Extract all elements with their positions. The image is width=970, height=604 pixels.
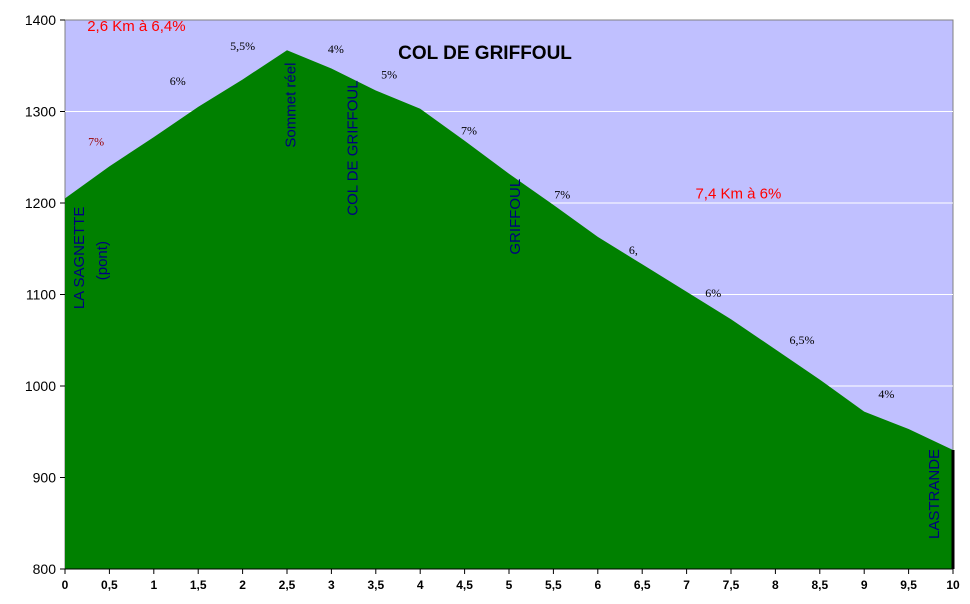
summary-label: 7,4 Km à 6% xyxy=(695,185,781,202)
x-tick-label: 7 xyxy=(683,578,690,592)
y-tick-label: 1400 xyxy=(25,12,56,28)
gradient-label: 4% xyxy=(328,42,344,56)
place-label: LA SAGNETTE xyxy=(71,207,88,310)
y-tick-label: 1100 xyxy=(26,287,56,303)
x-tick-label: 2,5 xyxy=(279,578,296,592)
place-labels: LA SAGNETTE (pont) Sommet réel COL DE GRIFF… xyxy=(71,63,943,539)
x-tick-label: 10 xyxy=(946,578,960,592)
x-tick-label: 3,5 xyxy=(367,578,384,592)
summary-labels: 2,6 Km à 6,4% 7,4 Km à 6% xyxy=(87,18,781,202)
x-tick-label: 4,5 xyxy=(456,578,473,592)
x-tick-label: 5 xyxy=(506,578,513,592)
place-label: COL DE GRIFFOUL xyxy=(345,80,362,215)
y-tick-label: 1200 xyxy=(25,195,56,211)
place-label: Sommet réel xyxy=(282,63,299,148)
elevation-area xyxy=(65,50,953,569)
gradient-label: 6,5% xyxy=(790,333,815,347)
x-tick-label: 0,5 xyxy=(101,578,118,592)
gradient-label: 6, xyxy=(629,243,638,257)
gradient-label: 5,5% xyxy=(230,39,255,53)
place-label: LASTRANDE xyxy=(926,449,943,539)
x-tick-label: 6 xyxy=(594,578,601,592)
gradient-label: 5% xyxy=(381,68,397,82)
summary-label: 2,6 Km à 6,4% xyxy=(87,18,185,35)
x-axis-ticks: 0 0,5 1 1,5 2 2,5 3 3,5 4 4,5 5 5,5 6 6,5 7 7,5 8 8,5 9 9,5… xyxy=(62,568,960,592)
x-tick-label: 1 xyxy=(150,578,157,592)
x-tick-label: 6,5 xyxy=(634,578,651,592)
gradient-label: 6% xyxy=(705,286,721,300)
y-axis-ticks: 800 900 1000 1100 1200 1300 1400 xyxy=(25,12,65,577)
x-tick-label: 7,5 xyxy=(723,578,740,592)
gradient-label: 7% xyxy=(461,123,477,137)
gradient-label: 7% xyxy=(88,134,104,148)
gradient-label: 7% xyxy=(554,187,570,201)
x-tick-label: 8 xyxy=(772,578,779,592)
gradient-label: 6% xyxy=(170,74,186,88)
x-tick-label: 1,5 xyxy=(190,578,207,592)
place-label: GRIFFOUL xyxy=(507,179,524,255)
x-tick-label: 2 xyxy=(239,578,246,592)
y-tick-label: 900 xyxy=(33,470,57,486)
chart-title: COL DE GRIFFOUL xyxy=(398,43,572,64)
x-tick-label: 8,5 xyxy=(811,578,828,592)
y-tick-label: 800 xyxy=(33,561,57,577)
place-label: (pont) xyxy=(94,241,111,280)
y-tick-label: 1000 xyxy=(25,378,56,394)
x-tick-label: 0 xyxy=(62,578,69,592)
gradient-label: 4% xyxy=(878,387,894,401)
y-tick-label: 1300 xyxy=(25,104,56,120)
gradient-labels: 7% 6% 5,5% 4% 5% 7% 7% 6, 6% 6,5% 4% xyxy=(88,39,894,401)
x-tick-label: 9,5 xyxy=(900,578,917,592)
x-tick-label: 9 xyxy=(861,578,868,592)
x-tick-label: 4 xyxy=(417,578,424,592)
x-tick-label: 3 xyxy=(328,578,335,592)
x-tick-label: 5,5 xyxy=(545,578,562,592)
